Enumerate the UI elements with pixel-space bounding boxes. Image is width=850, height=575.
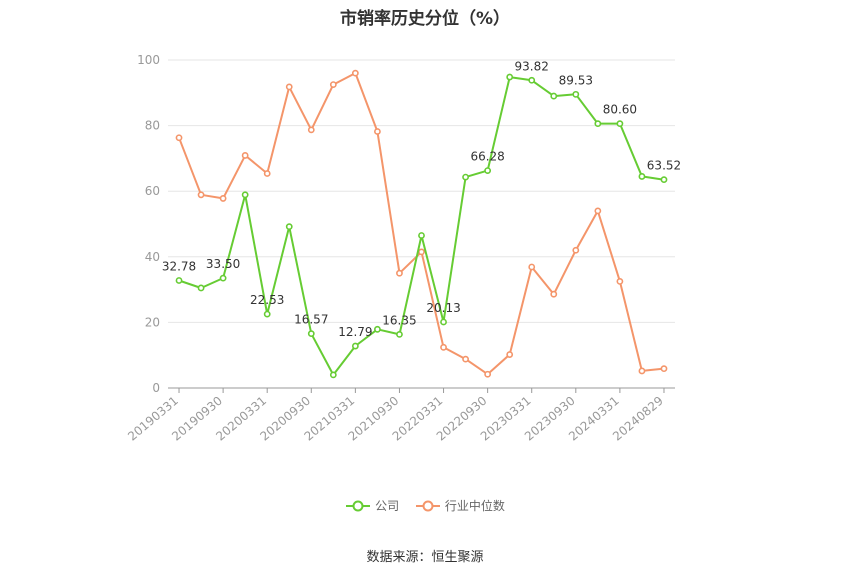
data-point (506, 73, 514, 81)
data-point (484, 167, 492, 175)
series-group (175, 69, 668, 379)
data-label: 20.13 (426, 301, 460, 315)
data-point (506, 351, 514, 358)
data-point (638, 173, 646, 180)
data-point (307, 330, 315, 338)
data-point (197, 191, 205, 199)
data-point (418, 248, 425, 256)
data-point (550, 290, 558, 298)
data-point (219, 195, 227, 202)
y-tick-label: 80 (145, 119, 160, 133)
data-point (351, 69, 359, 77)
data-point (528, 76, 536, 84)
data-point (263, 170, 271, 177)
legend-label-company: 公司 (375, 499, 400, 513)
data-label: 16.35 (382, 313, 416, 327)
data-point (572, 246, 580, 254)
data-point (175, 277, 183, 284)
data-point (594, 120, 602, 128)
data-label: 22.53 (250, 293, 284, 307)
data-point (374, 325, 381, 333)
data-label: 12.79 (338, 325, 372, 339)
data-point (484, 370, 492, 378)
data-point (329, 81, 337, 88)
data-point (462, 173, 469, 181)
data-point (396, 330, 403, 338)
data-point (572, 90, 580, 98)
series-0 (175, 73, 668, 379)
legend-label-industry-median: 行业中位数 (444, 499, 505, 513)
data-label: 16.57 (294, 313, 328, 327)
data-label: 33.50 (206, 257, 240, 271)
data-point (396, 269, 403, 277)
data-point (219, 274, 227, 282)
series-line (178, 76, 665, 376)
chart-title: 市销率历史分位（%） (339, 9, 511, 29)
data-point (197, 284, 205, 292)
y-axis: 0 20 40 60 80 100 (137, 53, 160, 395)
data-point (418, 232, 425, 239)
data-label: 66.28 (470, 150, 504, 164)
data-point (285, 83, 293, 91)
series-line (178, 72, 665, 376)
y-tick-label: 60 (145, 184, 160, 198)
y-tick-label: 20 (145, 315, 160, 329)
data-point (660, 176, 668, 184)
data-point (374, 128, 381, 135)
data-point (329, 371, 337, 379)
data-point (616, 120, 624, 128)
data-point (285, 223, 293, 231)
data-point (263, 310, 271, 318)
legend-industry-marker-icon (415, 500, 440, 511)
data-point (528, 263, 536, 271)
data-point (440, 318, 447, 326)
data-label: 63.52 (647, 159, 681, 173)
data-point (616, 277, 624, 285)
legend: 公司 行业中位数 (0, 497, 850, 514)
data-point (175, 134, 183, 142)
data-point (351, 342, 359, 350)
y-tick-label: 40 (145, 250, 160, 264)
series-1 (175, 69, 668, 378)
data-point (638, 367, 646, 375)
data-point (594, 207, 602, 215)
legend-company-marker-icon (346, 500, 371, 511)
data-label: 80.60 (603, 103, 637, 117)
y-tick-label: 100 (137, 53, 160, 67)
source-note: 数据来源：恒生聚源 (366, 550, 484, 565)
data-label: 89.53 (559, 73, 593, 87)
line-chart: 2019033120190930202003312020093020210331… (125, 53, 681, 444)
data-point (241, 191, 249, 199)
data-point (550, 92, 558, 100)
grid-lines (168, 59, 675, 323)
data-labels: 32.78 33.50 22.53 16.57 12.79 16.35 20.13 66.28… (162, 59, 681, 339)
data-label: 93.82 (515, 59, 549, 73)
y-tick-label: 0 (152, 381, 160, 395)
legend-item-company[interactable]: 公司 (345, 497, 399, 514)
data-point (307, 126, 315, 134)
data-point (462, 355, 469, 363)
x-axis: 2019033120190930202003312020093020210331… (125, 387, 675, 444)
data-point (440, 343, 447, 351)
legend-item-industry-median[interactable]: 行业中位数 (415, 497, 505, 514)
data-point (660, 365, 668, 373)
data-label: 32.78 (162, 259, 196, 273)
data-point (241, 152, 249, 159)
